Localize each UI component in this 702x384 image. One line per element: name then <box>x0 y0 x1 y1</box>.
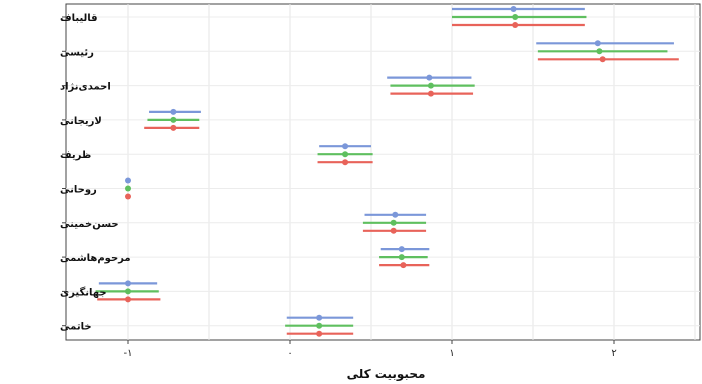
point-estimate <box>170 108 177 115</box>
data-marks <box>95 6 679 337</box>
point-estimate <box>316 314 323 321</box>
point-estimate <box>427 82 434 89</box>
category-label: رئیسی <box>60 47 94 58</box>
point-estimate <box>125 296 131 303</box>
category-label: مرحوم‌هاشمی <box>60 253 131 264</box>
x-tick-label: -۱ <box>124 348 133 359</box>
point-estimate <box>170 116 177 123</box>
point-estimate <box>390 219 397 226</box>
x-tick-label: ۰ <box>287 348 292 359</box>
category-label: ظریف <box>60 150 91 161</box>
category-label: روحانی <box>60 185 97 196</box>
point-estimate <box>510 6 517 12</box>
category-label: قالیباف <box>60 13 98 24</box>
point-estimate <box>512 14 519 20</box>
point-estimate <box>125 177 131 184</box>
point-estimate <box>316 330 323 337</box>
point-estimate <box>398 246 405 253</box>
category-label: احمدی‌نژاد <box>60 82 111 93</box>
point-estimate <box>426 74 433 81</box>
point-estimate <box>316 322 323 329</box>
point-estimate <box>398 254 405 261</box>
point-estimate <box>512 22 519 28</box>
point-estimate <box>392 211 399 218</box>
point-estimate <box>125 185 131 192</box>
x-tick-label: ۲ <box>611 348 616 359</box>
point-estimate <box>125 280 131 287</box>
plot-panel <box>65 3 701 341</box>
point-estimate <box>342 151 349 158</box>
point-estimate <box>170 124 177 131</box>
point-estimate <box>594 40 601 47</box>
point-estimate <box>599 56 606 63</box>
category-label: جهانگیری <box>60 285 107 298</box>
category-labels: قالیباف رئیسی احمدی‌نژاد لاریجانی ظریف روحانی… <box>60 13 131 333</box>
point-estimate <box>125 288 131 295</box>
point-estimate <box>596 48 603 55</box>
point-estimate <box>400 262 407 269</box>
x-axis-title: محبوبیت کلی <box>347 367 426 382</box>
category-label: لاریجانی <box>60 116 102 127</box>
x-axis-ticks: -۱ ۰ ۱ ۲ <box>124 340 617 359</box>
category-label: حسن‌خمینی <box>60 219 119 230</box>
point-estimate <box>342 143 349 150</box>
point-estimate <box>342 159 349 166</box>
x-tick-label: ۱ <box>449 348 454 359</box>
point-estimate <box>390 227 397 234</box>
point-estimate <box>427 90 434 97</box>
category-label: خاتمی <box>60 322 92 333</box>
point-estimate <box>125 193 131 200</box>
